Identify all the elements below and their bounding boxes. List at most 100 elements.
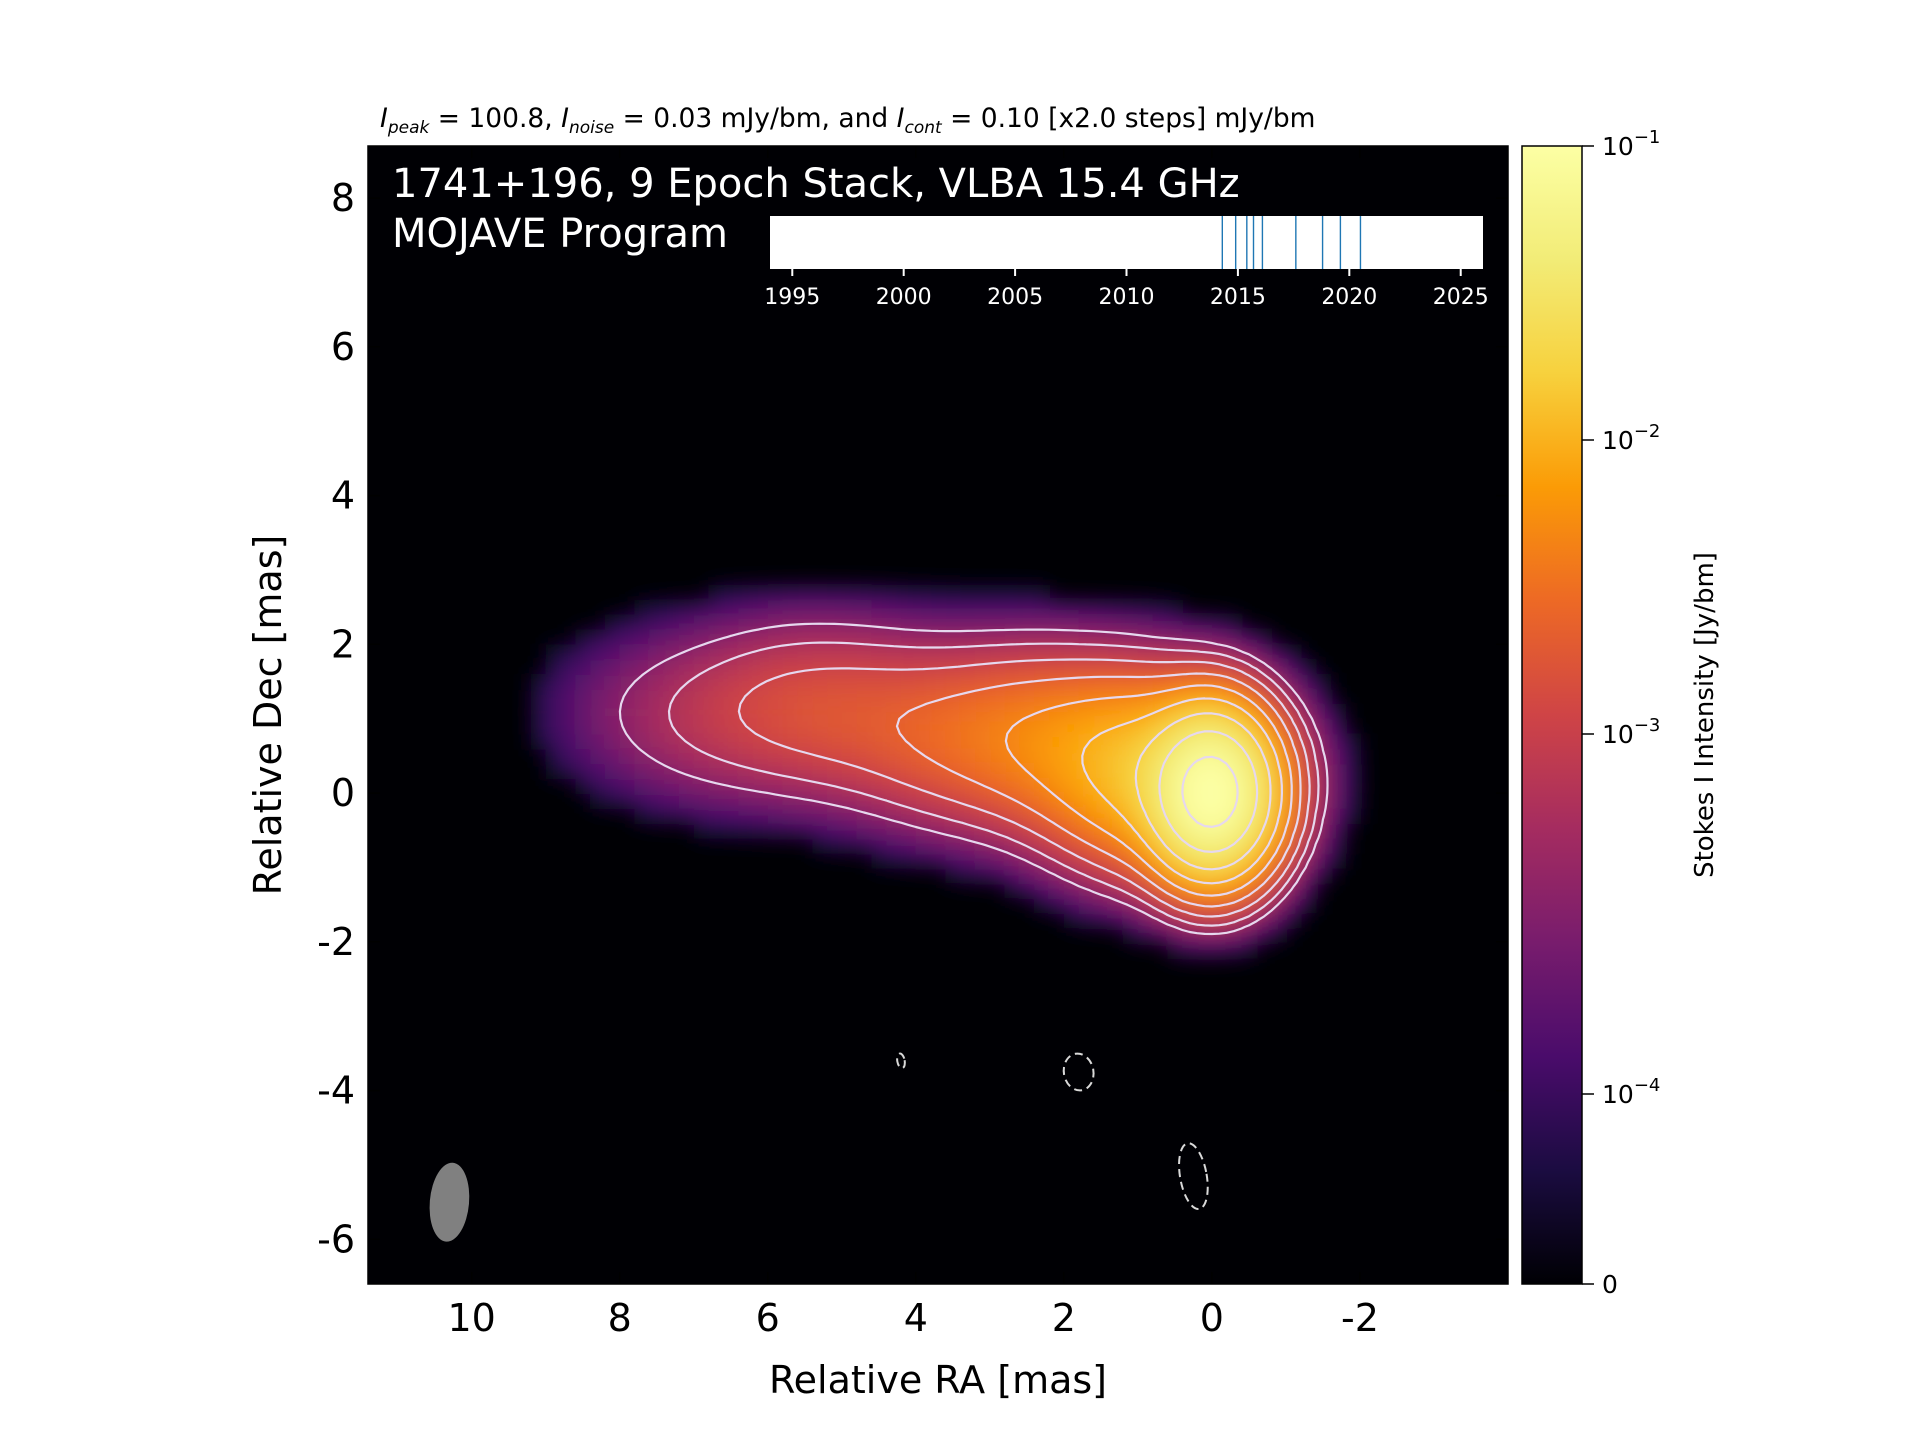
emission-pixel [738, 748, 754, 765]
emission-pixel [1063, 733, 1080, 750]
emission-pixel [1019, 614, 1036, 631]
emission-pixel [1078, 718, 1095, 735]
emission-pixel [975, 837, 991, 854]
emission-pixel [871, 689, 888, 705]
emission-pixel [1093, 852, 1110, 869]
emission-pixel [886, 763, 902, 780]
emission-pixel [989, 599, 1006, 616]
emission-pixel [590, 629, 606, 646]
negative-contour [1178, 1142, 1209, 1211]
emission-pixel [767, 599, 784, 616]
emission-pixel [841, 644, 858, 661]
emission-pixel [989, 748, 1006, 765]
emission-pixel [960, 748, 976, 765]
emission-pixel [738, 778, 754, 794]
emission-pixel [886, 614, 902, 631]
emission-pixel [901, 852, 917, 869]
emission-pixel [767, 763, 784, 780]
emission-pixel [590, 703, 606, 720]
emission-pixel [1330, 718, 1347, 735]
emission-pixel [989, 644, 1006, 661]
emission-pixel [1004, 644, 1021, 661]
emission-pixel [782, 674, 799, 690]
emission-pixel [841, 689, 858, 705]
emission-pixel [915, 689, 932, 705]
emission-pixel [1256, 718, 1273, 735]
emission-pixel [1049, 793, 1065, 809]
emission-pixel [915, 629, 932, 646]
plot-title-line1: 1741+196, 9 Epoch Stack, VLBA 15.4 GHz [392, 161, 1240, 207]
emission-pixel [649, 793, 666, 809]
emission-pixel [530, 718, 547, 735]
emission-pixel [1049, 897, 1065, 913]
emission-pixel [1330, 793, 1347, 809]
emission-pixel [1078, 614, 1095, 631]
emission-pixel [767, 748, 784, 765]
emission-pixel [886, 703, 902, 720]
emission-pixel [827, 674, 843, 690]
emission-pixel [1049, 882, 1065, 899]
emission-pixel [901, 718, 917, 735]
emission-pixel [827, 822, 843, 839]
emission-pixel [1004, 689, 1021, 705]
emission-pixel [723, 733, 740, 750]
emission-pixel [723, 629, 740, 646]
emission-pixel [1078, 897, 1095, 913]
emission-pixel [841, 837, 858, 854]
emission-pixel [767, 584, 784, 601]
emission-pixel [1167, 674, 1184, 690]
emission-pixel [930, 778, 947, 794]
emission-pixel [1019, 659, 1036, 675]
emission-pixel [752, 599, 769, 616]
emission-pixel [797, 718, 814, 735]
emission-pixel [827, 644, 843, 661]
emission-pixel [708, 778, 725, 794]
emission-pixel [856, 748, 873, 765]
emission-pixel [752, 718, 769, 735]
emission-pixel [827, 629, 843, 646]
emission-pixel [856, 614, 873, 631]
emission-pixel [767, 808, 784, 824]
emission-pixel [1226, 941, 1243, 958]
emission-pixel [871, 822, 888, 839]
emission-pixel [930, 614, 947, 631]
colorbar-tick-label: 10−1 [1602, 127, 1660, 161]
emission-pixel [782, 718, 799, 735]
emission-pixel [1211, 718, 1228, 735]
emission-pixel [604, 763, 621, 780]
emission-pixel [604, 614, 621, 631]
emission-pixel [738, 599, 754, 616]
emission-pixel [767, 778, 784, 794]
emission-pixel [989, 584, 1006, 601]
emission-pixel [989, 867, 1006, 884]
emission-pixel [1063, 614, 1080, 631]
emission-pixel [1167, 808, 1184, 824]
emission-pixel [1152, 599, 1169, 616]
emission-pixel [1345, 733, 1361, 750]
emission-pixel [1182, 748, 1199, 765]
emission-pixel [664, 778, 680, 794]
emission-pixel [930, 718, 947, 735]
emission-pixel [678, 778, 695, 794]
emission-pixel [960, 808, 976, 824]
emission-pixel [975, 733, 991, 750]
emission-pixel [1093, 614, 1110, 631]
emission-pixel [1137, 822, 1154, 839]
emission-pixel [575, 689, 592, 705]
emission-pixel [915, 852, 932, 869]
epoch-tick-label: 2020 [1321, 285, 1377, 310]
emission-pixel [619, 733, 636, 750]
emission-pixel [1108, 822, 1125, 839]
emission-pixel [782, 584, 799, 601]
emission-pixel [1241, 822, 1258, 839]
emission-pixel [1315, 852, 1332, 869]
emission-pixel [960, 718, 976, 735]
emission-pixel [856, 674, 873, 690]
emission-pixel [1285, 912, 1302, 928]
emission-pixel [841, 599, 858, 616]
emission-pixel [649, 674, 666, 690]
emission-pixel [1078, 822, 1095, 839]
emission-pixel [1034, 748, 1050, 765]
x-tick-label: 4 [904, 1296, 928, 1340]
emission-pixel [1078, 808, 1095, 824]
